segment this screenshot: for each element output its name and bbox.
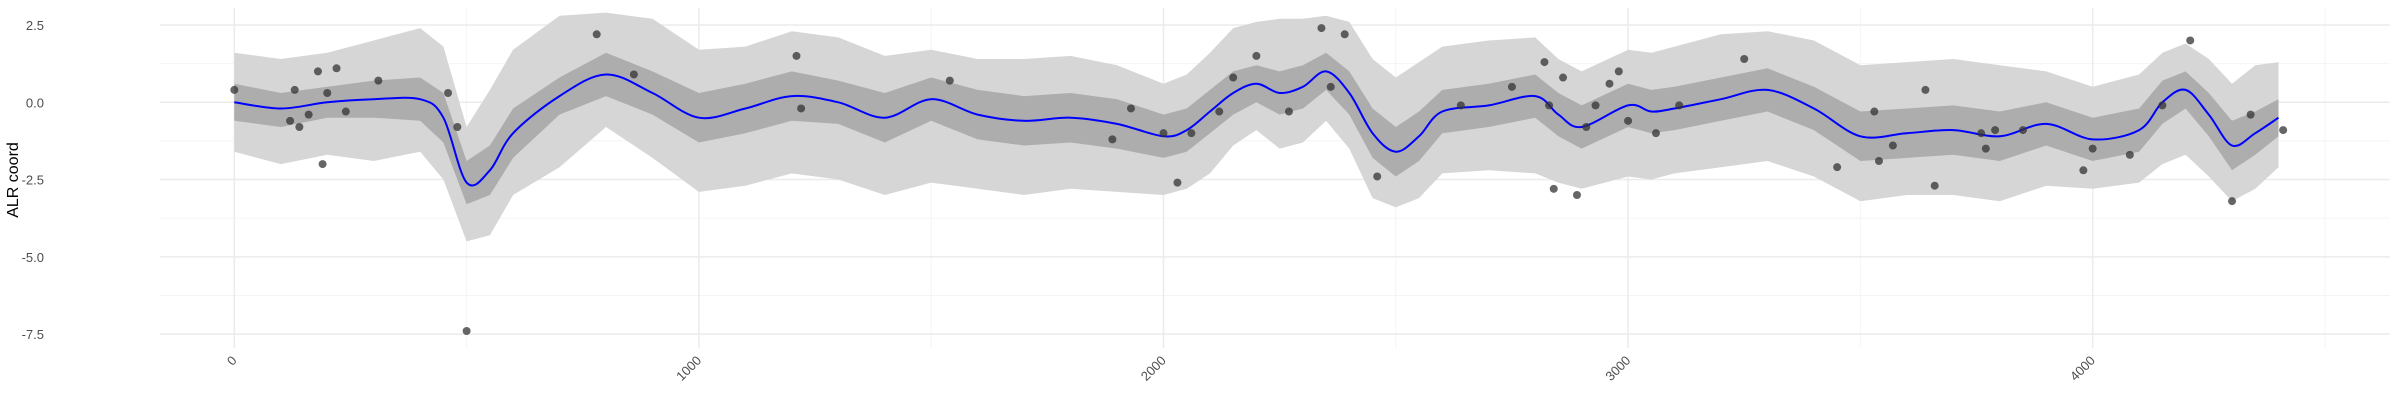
data-point — [1875, 157, 1883, 165]
data-point — [1675, 101, 1683, 109]
data-point — [797, 104, 805, 112]
data-point — [1457, 101, 1465, 109]
data-point — [2089, 145, 2097, 153]
data-point — [305, 111, 313, 119]
data-point — [2247, 111, 2255, 119]
x-tick-label: 2000 — [1138, 353, 1169, 384]
data-point — [2186, 36, 2194, 44]
y-tick-label: -7.5 — [22, 327, 44, 342]
x-axis-ticks: 0 1000 2000 3000 4000 — [224, 353, 2098, 384]
data-point — [1160, 129, 1168, 137]
data-point — [314, 67, 322, 75]
data-point — [1550, 185, 1558, 193]
data-point — [1833, 163, 1841, 171]
data-point — [1991, 126, 1999, 134]
data-point — [1652, 129, 1660, 137]
y-axis-title: ALR coord — [5, 142, 22, 218]
data-point — [2228, 197, 2236, 205]
data-point — [1545, 101, 1553, 109]
y-axis-ticks: -7.5 -5.0 -2.5 0.0 2.5 — [22, 18, 44, 342]
y-tick-label: -2.5 — [22, 173, 44, 188]
data-point — [463, 327, 471, 335]
data-point — [1977, 129, 1985, 137]
data-point — [291, 86, 299, 94]
data-point — [1341, 30, 1349, 38]
data-point — [1559, 74, 1567, 82]
data-point — [1108, 135, 1116, 143]
data-point — [230, 86, 238, 94]
data-point — [1889, 142, 1897, 150]
data-point — [1740, 55, 1748, 63]
y-tick-label: -5.0 — [22, 250, 44, 265]
data-point — [2019, 126, 2027, 134]
data-point — [1982, 145, 1990, 153]
data-point — [1582, 123, 1590, 131]
data-point — [319, 160, 327, 168]
data-point — [1285, 108, 1293, 116]
data-point — [1870, 108, 1878, 116]
x-tick-label: 0 — [224, 353, 240, 369]
data-point — [1173, 179, 1181, 187]
data-point — [1592, 101, 1600, 109]
data-point — [1921, 86, 1929, 94]
data-point — [792, 52, 800, 60]
data-point — [1127, 104, 1135, 112]
data-point — [286, 117, 294, 125]
data-point — [1317, 24, 1325, 32]
x-tick-label: 1000 — [673, 353, 704, 384]
data-point — [1229, 74, 1237, 82]
y-tick-label: 0.0 — [26, 95, 44, 110]
data-point — [444, 89, 452, 97]
data-point — [2158, 101, 2166, 109]
data-point — [1540, 58, 1548, 66]
data-point — [946, 77, 954, 85]
data-point — [2079, 166, 2087, 174]
data-point — [295, 123, 303, 131]
data-point — [1327, 83, 1335, 91]
data-point — [630, 70, 638, 78]
data-point — [593, 30, 601, 38]
y-tick-label: 2.5 — [26, 18, 44, 33]
data-point — [1573, 191, 1581, 199]
data-point — [1373, 172, 1381, 180]
data-point — [323, 89, 331, 97]
data-point — [2126, 151, 2134, 159]
data-point — [2279, 126, 2287, 134]
data-point — [1215, 108, 1223, 116]
data-point — [1187, 129, 1195, 137]
data-point — [1252, 52, 1260, 60]
data-point — [342, 108, 350, 116]
data-point — [1615, 67, 1623, 75]
x-tick-label: 4000 — [2067, 353, 2098, 384]
data-point — [453, 123, 461, 131]
data-point — [1931, 182, 1939, 190]
data-point — [374, 77, 382, 85]
data-point — [333, 64, 341, 72]
data-point — [1508, 83, 1516, 91]
data-point — [1624, 117, 1632, 125]
data-point — [1606, 80, 1614, 88]
x-tick-label: 3000 — [1602, 353, 1633, 384]
